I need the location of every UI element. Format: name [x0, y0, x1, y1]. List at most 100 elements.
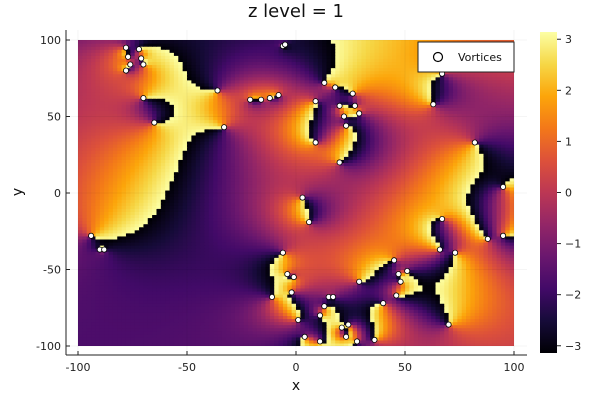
heatmap-cell — [160, 223, 166, 228]
heatmap-cell — [278, 303, 284, 307]
heatmap-cell — [191, 232, 197, 237]
heatmap-cell — [296, 232, 301, 237]
heatmap-cell — [274, 275, 280, 280]
heatmap-cell — [239, 251, 245, 255]
heatmap-cell — [134, 193, 140, 197]
heatmap-cell — [104, 223, 110, 228]
heatmap-cell — [82, 284, 88, 289]
heatmap-cell — [339, 196, 345, 200]
heatmap-cell — [365, 238, 371, 243]
heatmap-cell — [304, 217, 310, 222]
heatmap-cell — [108, 205, 114, 209]
heatmap-cell — [243, 223, 249, 228]
heatmap-cell — [378, 269, 384, 274]
heatmap-cell — [125, 290, 131, 295]
heatmap-cell — [125, 196, 131, 200]
heatmap-cell — [269, 257, 275, 261]
heatmap-cell — [396, 318, 402, 323]
heatmap-cell — [234, 281, 240, 286]
heatmap-cell — [357, 342, 362, 346]
heatmap-cell — [108, 315, 114, 320]
heatmap-cell — [91, 263, 97, 268]
heatmap-cell — [339, 293, 345, 298]
heatmap-cell — [357, 193, 362, 197]
heatmap-cell — [500, 303, 506, 307]
heatmap-cell — [213, 306, 219, 310]
heatmap-cell — [474, 306, 480, 310]
heatmap-cell — [492, 315, 498, 320]
heatmap-cell — [378, 229, 384, 234]
heatmap-cell — [239, 199, 245, 203]
heatmap-cell — [134, 245, 140, 249]
heatmap-cell — [287, 306, 293, 310]
heatmap-cell — [409, 199, 415, 203]
heatmap-cell — [479, 327, 485, 332]
heatmap-cell — [422, 193, 428, 197]
heatmap-cell — [352, 336, 358, 341]
heatmap-cell — [178, 306, 184, 310]
heatmap-cell — [378, 315, 384, 320]
heatmap-cell — [400, 248, 406, 252]
heatmap-cell — [304, 245, 310, 249]
heatmap-cell — [461, 303, 467, 307]
heatmap-cell — [160, 235, 166, 240]
heatmap-cell — [125, 226, 131, 231]
heatmap-cell — [396, 245, 402, 249]
heatmap-cell — [431, 306, 437, 310]
heatmap-cell — [479, 315, 485, 320]
heatmap-cell — [439, 333, 445, 338]
heatmap-cell — [165, 229, 171, 234]
heatmap-cell — [296, 235, 301, 240]
heatmap-cell — [200, 241, 206, 246]
heatmap-cell — [117, 248, 123, 252]
heatmap-cell — [352, 309, 358, 313]
heatmap-cell — [431, 214, 437, 219]
heatmap-cell — [361, 241, 367, 246]
heatmap-cell — [470, 205, 476, 209]
heatmap-cell — [165, 211, 171, 216]
heatmap-cell — [474, 300, 480, 304]
heatmap-cell — [278, 245, 284, 249]
heatmap-cell — [418, 260, 424, 264]
heatmap-cell — [470, 196, 476, 200]
heatmap-cell — [173, 199, 179, 203]
heatmap-cell — [409, 309, 415, 313]
heatmap-cell — [217, 303, 223, 307]
heatmap-cell — [413, 229, 419, 234]
heatmap-cell — [261, 238, 267, 243]
heatmap-cell — [304, 205, 310, 209]
heatmap-cell — [370, 205, 376, 209]
heatmap-cell — [296, 327, 301, 332]
heatmap-cell — [86, 220, 92, 225]
heatmap-cell — [291, 257, 297, 261]
heatmap-cell — [78, 272, 83, 277]
heatmap-cell — [309, 211, 315, 216]
heatmap-cell — [143, 318, 149, 323]
heatmap-cell — [125, 278, 131, 283]
heatmap-cell — [160, 229, 166, 234]
heatmap-cell — [91, 214, 97, 219]
heatmap-cell — [487, 223, 493, 228]
heatmap-cell — [383, 229, 389, 234]
heatmap-cell — [487, 238, 493, 243]
heatmap-cell — [200, 330, 206, 335]
heatmap-cell — [86, 342, 92, 346]
heatmap-cell — [169, 193, 175, 197]
heatmap-cell — [125, 229, 131, 234]
heatmap-cell — [313, 205, 319, 209]
heatmap-cell — [361, 290, 367, 295]
heatmap-cell — [435, 214, 441, 219]
heatmap-cell — [234, 278, 240, 283]
heatmap-cell — [448, 220, 454, 225]
heatmap-cell — [335, 196, 341, 200]
heatmap-cell — [343, 241, 349, 246]
heatmap-cell — [300, 238, 306, 243]
heatmap-cell — [496, 238, 502, 243]
heatmap-cell — [173, 306, 179, 310]
heatmap-cell — [339, 229, 345, 234]
heatmap-cell — [357, 293, 362, 298]
heatmap-cell — [422, 315, 428, 320]
heatmap-cell — [99, 306, 105, 310]
heatmap-cell — [147, 321, 153, 326]
heatmap-cell — [348, 278, 354, 283]
